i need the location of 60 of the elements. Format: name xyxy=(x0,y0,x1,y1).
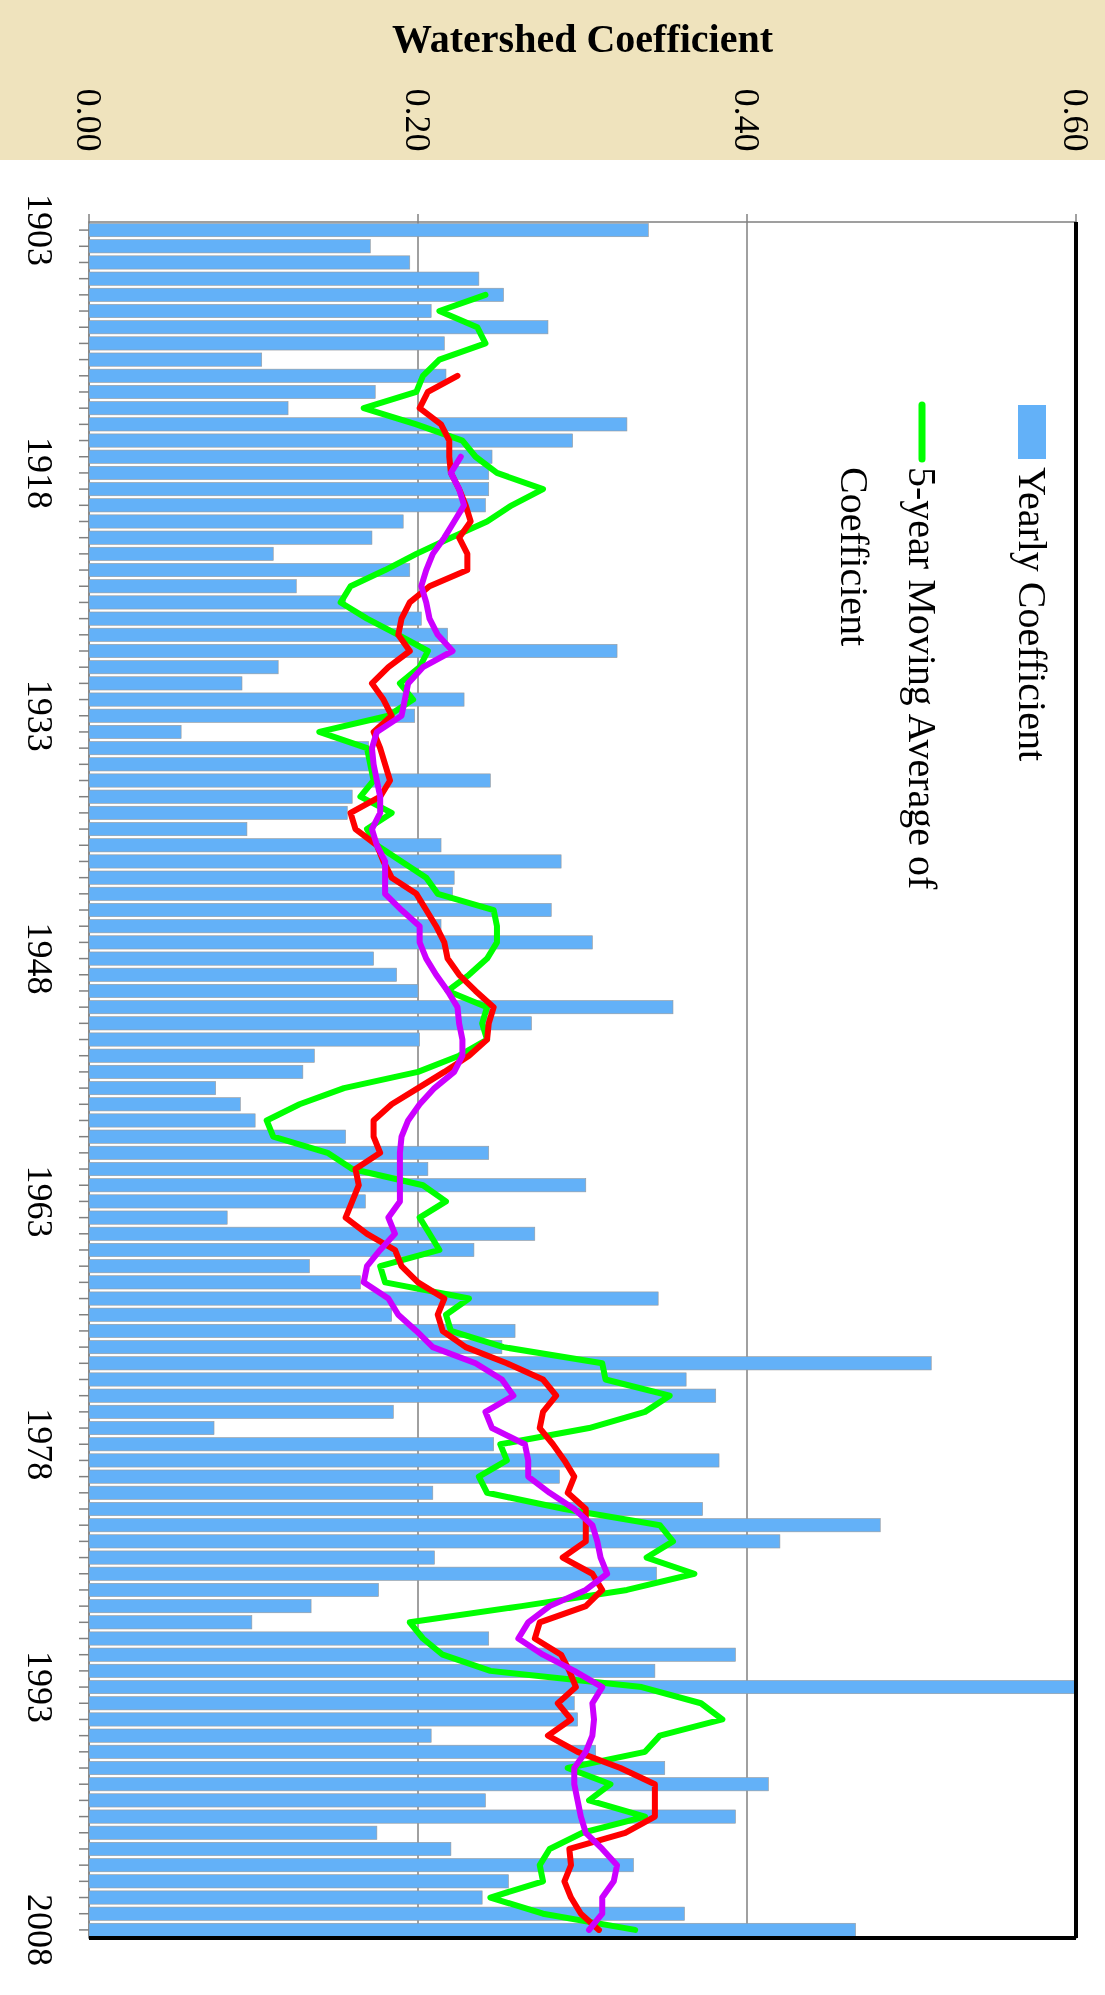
bar xyxy=(88,482,490,497)
y-tick-label: 1993 xyxy=(20,1651,60,1724)
bar xyxy=(88,1663,656,1678)
y-tick-label: 1948 xyxy=(20,922,60,995)
bar xyxy=(88,1583,379,1597)
bar xyxy=(88,385,376,399)
bar xyxy=(88,401,289,416)
bar xyxy=(88,223,649,238)
bar xyxy=(88,805,348,820)
bar xyxy=(88,822,248,837)
bar xyxy=(88,1145,490,1160)
bar xyxy=(88,627,448,642)
y-tick-label: 2008 xyxy=(20,1893,60,1966)
y-tick-label: 1963 xyxy=(20,1165,60,1238)
x-axis-title: Watershed Coefficient xyxy=(391,16,774,61)
bar xyxy=(88,1081,216,1096)
bar xyxy=(88,1761,666,1775)
bar xyxy=(88,1226,536,1241)
bar xyxy=(88,886,453,901)
bar xyxy=(88,1162,429,1176)
bar xyxy=(88,465,490,480)
bar xyxy=(88,725,182,739)
bar xyxy=(88,644,618,658)
y-tick-label: 1933 xyxy=(20,679,60,752)
bar xyxy=(88,368,447,383)
bar xyxy=(88,1421,215,1435)
bar xyxy=(88,1485,434,1500)
bar xyxy=(88,1259,310,1274)
bar xyxy=(88,563,411,577)
bar xyxy=(88,546,274,561)
y-tick-label: 1918 xyxy=(20,436,60,509)
legend-label: Yearly Coefficient xyxy=(1009,467,1055,762)
bar xyxy=(88,1404,394,1419)
bar xyxy=(88,919,442,934)
bar xyxy=(88,1777,769,1792)
bar xyxy=(88,1000,674,1015)
x-tick-label: 0.00 xyxy=(69,88,109,152)
bar xyxy=(88,304,432,318)
bar xyxy=(88,1323,516,1338)
y-tick-label: 1903 xyxy=(20,194,60,267)
bar xyxy=(88,1243,475,1257)
bar xyxy=(88,1064,304,1079)
bar xyxy=(88,1599,312,1614)
x-tick-label: 0.40 xyxy=(727,88,767,152)
legend-label: 5-year Moving Average of Coefficient xyxy=(831,467,945,891)
bar xyxy=(88,741,369,756)
bar xyxy=(88,1842,452,1856)
bar xyxy=(88,984,419,998)
bar xyxy=(88,903,552,917)
bar xyxy=(88,287,504,302)
x-tick-label: 0.20 xyxy=(398,88,438,152)
bar xyxy=(88,1744,596,1759)
x-tick-label: 0.60 xyxy=(1056,88,1096,152)
bar xyxy=(88,1518,881,1533)
bar xyxy=(88,1502,703,1516)
y-tick-label: 1978 xyxy=(20,1408,60,1481)
bar xyxy=(88,1340,503,1355)
bar xyxy=(88,1858,634,1873)
bar xyxy=(88,1680,1075,1695)
bar xyxy=(88,660,279,675)
